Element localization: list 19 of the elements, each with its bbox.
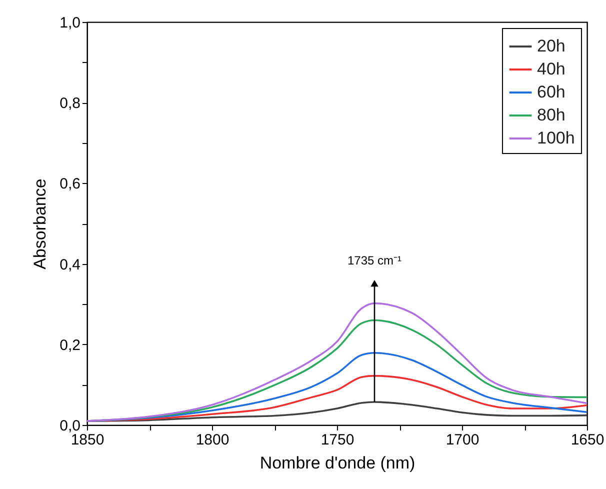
x-tick-label: 1800 [196,432,230,448]
y-tick-label: 0,0 [60,418,80,434]
x-axis-title: Nombre d'onde (nm) [260,454,416,472]
x-tick-label: 1650 [570,432,604,448]
y-tick-label: 0,8 [60,95,80,112]
legend-label: 80h [537,106,566,124]
y-axis-title: Absorbance [30,178,50,270]
legend-label: 60h [537,82,566,102]
legend-label: 100h [537,128,575,148]
x-tick-label: 1850 [70,432,104,448]
y-tick-label: 0,2 [60,336,80,354]
y-tick-label: 0,4 [60,256,80,274]
legend-label: 20h [537,36,566,56]
legend-label: 40h [537,60,566,78]
x-tick-label: 1750 [320,432,354,448]
y-tick-label: 1,0 [60,14,80,32]
x-tick-label: 1700 [446,432,480,448]
y-tick-label: 0,6 [60,176,80,193]
annotation: 1735 cm⁻¹ [347,253,402,268]
